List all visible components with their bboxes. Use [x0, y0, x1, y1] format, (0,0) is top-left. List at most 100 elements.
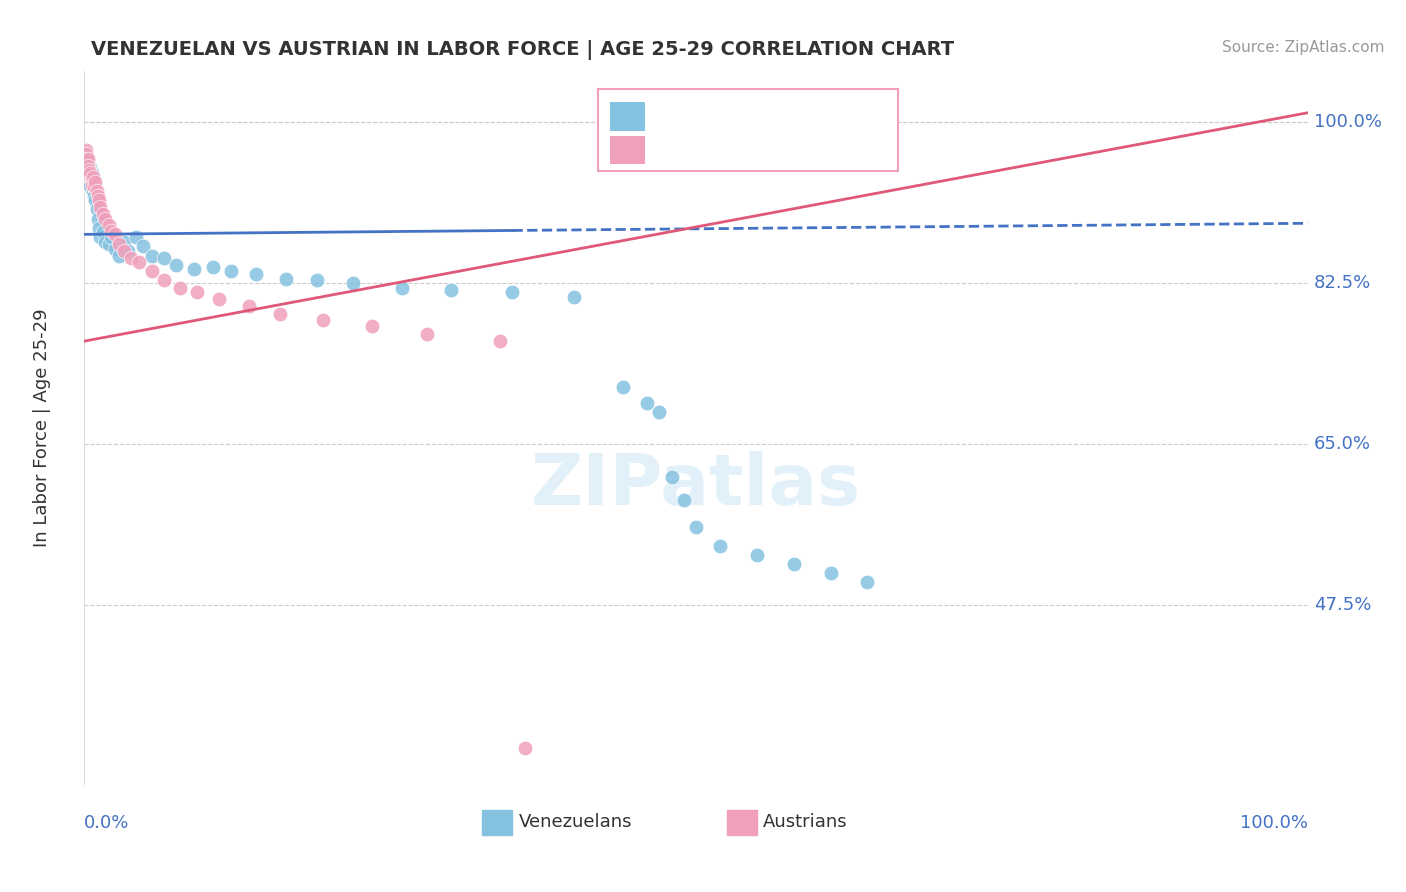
Bar	[610, 102, 644, 130]
Point	[391, 281, 413, 295]
Point	[648, 405, 671, 419]
Point	[79, 169, 101, 183]
Point	[112, 235, 135, 249]
Point	[75, 147, 97, 161]
Point	[77, 159, 100, 173]
Point	[77, 156, 100, 170]
Point	[75, 156, 97, 170]
Point	[75, 152, 97, 166]
Point	[685, 520, 707, 534]
Point	[89, 200, 111, 214]
Point	[100, 224, 122, 238]
Point	[104, 227, 127, 242]
Text: Source: ZipAtlas.com: Source: ZipAtlas.com	[1222, 40, 1385, 55]
Point	[76, 169, 98, 183]
Bar	[482, 810, 513, 835]
Text: VENEZUELAN VS AUSTRIAN IN LABOR FORCE | AGE 25-29 CORRELATION CHART: VENEZUELAN VS AUSTRIAN IN LABOR FORCE | …	[91, 40, 955, 60]
Point	[305, 273, 328, 287]
Point	[94, 211, 117, 226]
Point	[83, 179, 105, 194]
Bar	[598, 89, 898, 171]
Point	[79, 166, 101, 180]
Text: 47.5%: 47.5%	[1313, 597, 1371, 615]
Point	[80, 172, 103, 186]
Point	[513, 741, 536, 756]
Point	[77, 166, 100, 180]
Text: R = 0.202   N = 39: R = 0.202 N = 39	[659, 139, 844, 157]
Point	[75, 161, 97, 175]
Point	[104, 242, 127, 256]
Point	[87, 211, 110, 226]
Point	[82, 184, 104, 198]
Point	[342, 276, 364, 290]
Bar	[727, 810, 758, 835]
Point	[77, 175, 100, 189]
Point	[76, 152, 98, 166]
Point	[125, 230, 148, 244]
Text: 100.0%: 100.0%	[1313, 113, 1382, 131]
Point	[83, 179, 105, 194]
Text: 82.5%: 82.5%	[1313, 274, 1371, 293]
Point	[77, 169, 100, 183]
Point	[83, 188, 105, 202]
Point	[82, 170, 104, 185]
Text: 65.0%: 65.0%	[1313, 435, 1371, 453]
Point	[76, 153, 98, 168]
Point	[183, 262, 205, 277]
Point	[612, 380, 634, 394]
Point	[636, 396, 658, 410]
Point	[80, 175, 103, 189]
Point	[94, 235, 117, 249]
Point	[87, 194, 110, 208]
Point	[84, 194, 107, 208]
Point	[77, 152, 100, 166]
Point	[107, 248, 129, 262]
Text: In Labor Force | Age 25-29: In Labor Force | Age 25-29	[32, 309, 51, 548]
Text: Venezuelans: Venezuelans	[519, 814, 633, 831]
Point	[141, 248, 163, 262]
Point	[672, 492, 695, 507]
Point	[208, 292, 231, 306]
Point	[77, 172, 100, 186]
Point	[89, 230, 111, 244]
Text: 0.0%: 0.0%	[84, 814, 129, 831]
Point	[169, 281, 191, 295]
Point	[360, 319, 382, 334]
Point	[562, 290, 585, 304]
Point	[87, 188, 110, 202]
Point	[76, 162, 98, 177]
Point	[856, 575, 879, 590]
Point	[82, 170, 104, 185]
Point	[77, 162, 100, 177]
Point	[747, 548, 769, 562]
Bar	[610, 136, 644, 164]
Point	[165, 258, 187, 272]
Point	[783, 557, 806, 571]
Point	[440, 283, 463, 297]
Point	[276, 271, 298, 285]
Point	[153, 273, 176, 287]
Point	[120, 252, 142, 266]
Point	[709, 539, 731, 553]
Point	[75, 147, 97, 161]
Point	[269, 306, 291, 320]
Point	[79, 161, 101, 175]
Point	[201, 260, 224, 275]
Point	[219, 264, 242, 278]
Point	[91, 226, 114, 240]
Point	[80, 178, 103, 192]
Point	[112, 244, 135, 258]
Point	[86, 184, 108, 198]
Point	[80, 166, 103, 180]
Point	[79, 179, 101, 194]
Point	[128, 255, 150, 269]
Point	[100, 230, 122, 244]
Point	[820, 566, 842, 581]
Point	[186, 285, 208, 300]
Point	[502, 285, 524, 300]
Point	[77, 159, 100, 173]
Point	[97, 236, 120, 251]
Point	[312, 313, 335, 327]
Point	[661, 469, 683, 483]
Point	[87, 220, 110, 235]
